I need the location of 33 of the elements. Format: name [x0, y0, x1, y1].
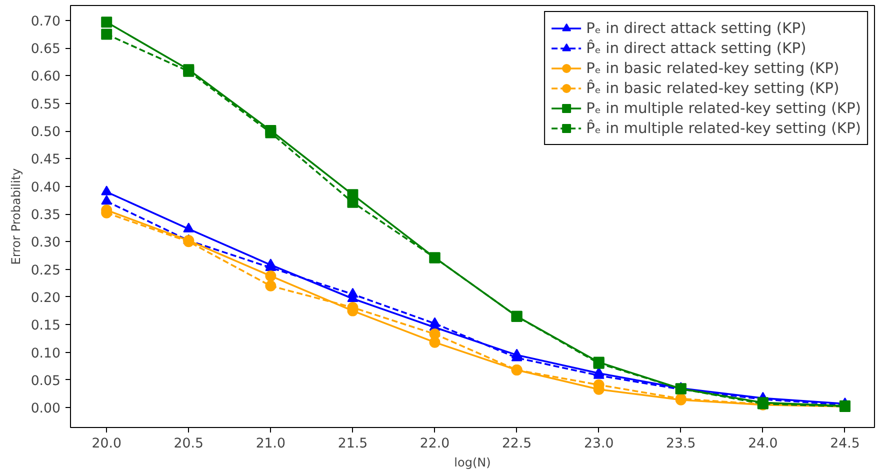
y-tick-label: 0.70 [30, 14, 61, 30]
x-tick-label: 21.0 [256, 436, 286, 452]
x-tick-label: 24.0 [748, 436, 778, 452]
x-tick-label: 23.0 [584, 436, 614, 452]
x-tick-label: 24.5 [830, 436, 860, 452]
y-tick-label: 0.60 [30, 70, 61, 85]
y-tick-label: 0.45 [30, 152, 61, 168]
y-tick-label: 0.00 [30, 402, 61, 417]
y-tick-label: 0.10 [30, 346, 61, 362]
y-tick-label: 0.40 [30, 180, 61, 196]
legend-label: Pₑ in direct attack setting (KP) [586, 20, 806, 36]
x-tick-label: 22.5 [502, 436, 532, 452]
y-tick-label: 0.65 [30, 42, 61, 58]
x-tick-label: 23.5 [666, 436, 696, 452]
y-tick-label: 0.35 [30, 208, 61, 224]
x-tick-label: 20.5 [174, 436, 204, 452]
legend-label: Pₑ in multiple related-key setting (KP) [586, 100, 861, 116]
legend-label: P̂ₑ in multiple related-key setting (KP) [586, 120, 861, 136]
y-tick-label: 0.15 [30, 318, 61, 334]
x-axis-title: log(N) [454, 456, 491, 470]
y-tick-label: 0.25 [30, 263, 61, 278]
y-tick-label: 0.05 [30, 374, 61, 389]
y-tick-label: 0.50 [30, 125, 61, 140]
y-tick-label: 0.20 [30, 290, 61, 306]
y-axis-title: Error Probability [8, 168, 23, 265]
legend-label: Pₑ in basic related-key setting (KP) [586, 60, 840, 76]
x-tick-label: 22.0 [420, 436, 450, 452]
x-tick-label: 21.5 [338, 436, 368, 452]
y-tick-label: 0.30 [30, 236, 61, 251]
x-tick-label: 20.0 [92, 436, 122, 452]
legend-label: P̂ₑ in basic related-key setting (KP) [586, 80, 840, 96]
y-tick-label: 0.55 [30, 97, 61, 112]
legend-label: P̂ₑ in direct attack setting (KP) [586, 40, 806, 56]
